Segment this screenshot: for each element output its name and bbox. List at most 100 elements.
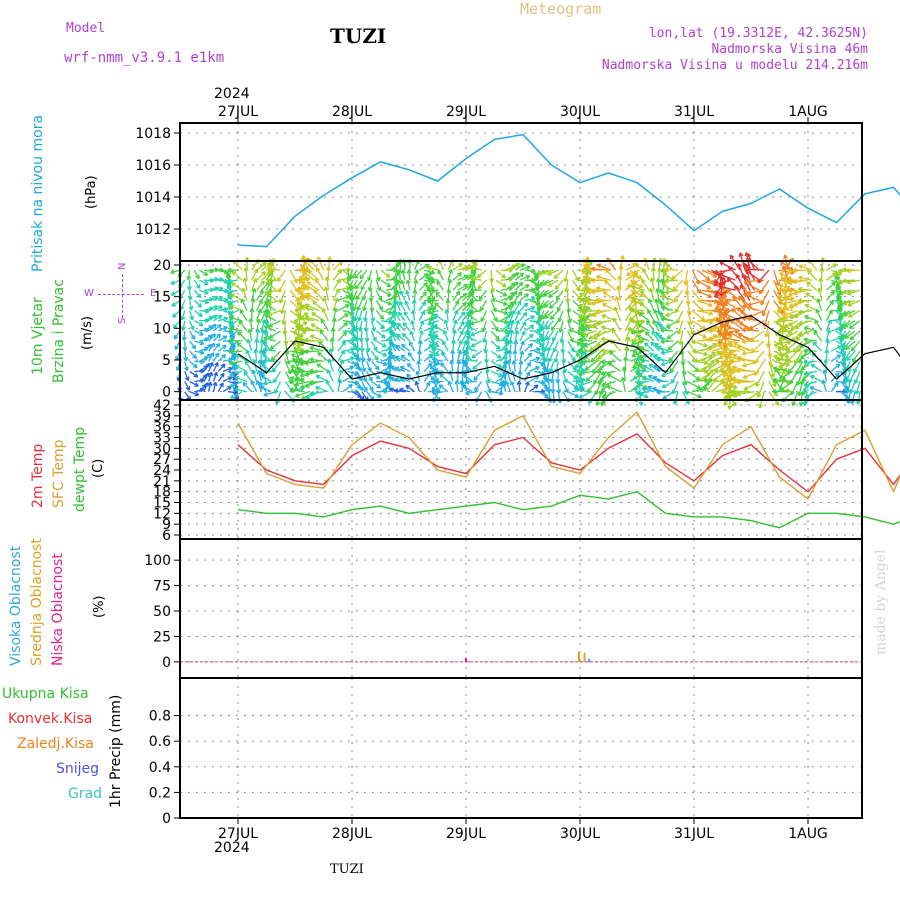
- wind-arrow-head: [545, 393, 549, 398]
- wind-arrow: [235, 365, 248, 372]
- wind-arrow: [328, 358, 334, 372]
- wind-arrow-head: [731, 366, 736, 371]
- wind-arrow-head: [220, 363, 226, 367]
- wind-arrow: [542, 340, 545, 353]
- wind-arrow-head: [746, 268, 751, 273]
- wind-arrow: [567, 330, 574, 343]
- wind-arrow: [469, 277, 482, 281]
- wind-arrow: [244, 360, 253, 372]
- wind-arrow: [461, 360, 465, 372]
- wind-arrow: [691, 320, 706, 330]
- wind-arrow: [572, 320, 584, 328]
- wind-arrow-head: [274, 390, 279, 394]
- wind-arrow-head: [224, 269, 229, 274]
- wind-arrow-head: [252, 278, 257, 282]
- wind-arrow: [448, 380, 454, 392]
- wind-arrow: [208, 352, 215, 362]
- wind-arrow: [701, 289, 718, 295]
- wind-arrow-head: [649, 352, 652, 358]
- wind-arrow-head: [263, 337, 268, 341]
- wind-arrow: [198, 279, 209, 285]
- wind-arrow-head: [461, 302, 466, 305]
- wind-arrow-head: [603, 280, 607, 285]
- wind-arrow-head: [394, 367, 399, 372]
- wind-arrow-head: [413, 279, 417, 284]
- wind-arrow: [246, 349, 253, 362]
- wind-arrow: [529, 384, 539, 393]
- wind-arrow-head: [221, 354, 226, 357]
- wind-arrow-head: [785, 388, 791, 391]
- wind-arrow-head: [660, 329, 665, 333]
- wind-arrow-head: [582, 351, 587, 355]
- wind-arrow: [495, 320, 508, 323]
- wind-arrow-head: [726, 367, 731, 372]
- wind-arrow-head: [472, 367, 478, 370]
- wind-arrow-head: [648, 363, 652, 369]
- wind-arrow-head: [204, 372, 209, 376]
- wind-arrow-head: [230, 282, 234, 287]
- wind-arrow: [539, 289, 550, 298]
- wind-arrow-head: [592, 370, 597, 374]
- wind-arrow: [260, 329, 265, 342]
- wind-arrow-head: [311, 312, 315, 317]
- wind-arrow: [765, 320, 770, 338]
- wind-arrow-head: [387, 350, 391, 355]
- wind-arrow: [361, 361, 366, 372]
- wind-arrow: [701, 269, 717, 278]
- wind-arrow-head: [329, 337, 333, 343]
- wind-arrow-head: [765, 333, 770, 338]
- wind-arrow-head: [734, 401, 737, 406]
- wind-arrow: [611, 328, 622, 342]
- wind-arrow: [426, 279, 435, 290]
- wind-arrow-head: [267, 270, 270, 275]
- wind-arrow: [680, 340, 684, 355]
- wind-arrow-head: [355, 286, 360, 290]
- wind-arrow: [736, 380, 755, 383]
- wind-arrow: [624, 336, 630, 352]
- wind-arrow: [485, 361, 489, 374]
- wind-arrow-head: [630, 297, 635, 302]
- wind-arrow-head: [335, 288, 340, 292]
- wind-arrow: [291, 353, 305, 362]
- wind-arrow: [356, 340, 360, 352]
- wind-arrow: [651, 277, 655, 291]
- wind-arrow: [579, 391, 593, 399]
- wind-arrow-head: [263, 394, 268, 397]
- wind-arrow-head: [309, 381, 314, 385]
- wind-arrow: [370, 330, 377, 342]
- wind-arrow-head: [213, 295, 218, 298]
- wind-arrow-head: [514, 271, 519, 275]
- wind-arrow-head: [723, 397, 728, 400]
- wind-arrow: [657, 346, 669, 352]
- wind-arrow: [555, 289, 564, 301]
- wind-arrow: [572, 279, 581, 291]
- wind-arrow: [662, 279, 669, 291]
- wind-arrow: [318, 341, 329, 352]
- wind-arrow-head: [587, 270, 592, 273]
- wind-arrow-head: [664, 280, 669, 284]
- wind-arrow: [457, 274, 469, 281]
- wind-arrow: [248, 328, 253, 342]
- wind-arrow-head: [461, 349, 466, 354]
- wind-arrow-head: [541, 388, 546, 392]
- wind-arrow-head: [596, 334, 601, 337]
- wind-arrow: [307, 270, 320, 281]
- wind-arrow: [182, 320, 186, 331]
- wind-arrow: [351, 310, 355, 322]
- wind-arrow-head: [718, 345, 723, 348]
- wind-arrow: [316, 363, 329, 372]
- wind-arrow-head: [485, 359, 489, 364]
- wind-arrow: [736, 357, 755, 362]
- wind-arrow-head: [528, 333, 534, 336]
- wind-arrow: [332, 269, 342, 281]
- wind-arrow-head: [757, 394, 762, 398]
- wind-arrow: [484, 340, 488, 353]
- wind-arrow-head: [725, 289, 729, 294]
- wind-arrow-head: [557, 308, 562, 312]
- wind-arrow: [758, 279, 770, 295]
- wind-arrow: [396, 333, 406, 342]
- wind-arrow-head: [213, 371, 218, 376]
- wind-arrow-head: [578, 373, 583, 377]
- wind-arrow: [447, 269, 453, 281]
- wind-arrow: [509, 310, 516, 321]
